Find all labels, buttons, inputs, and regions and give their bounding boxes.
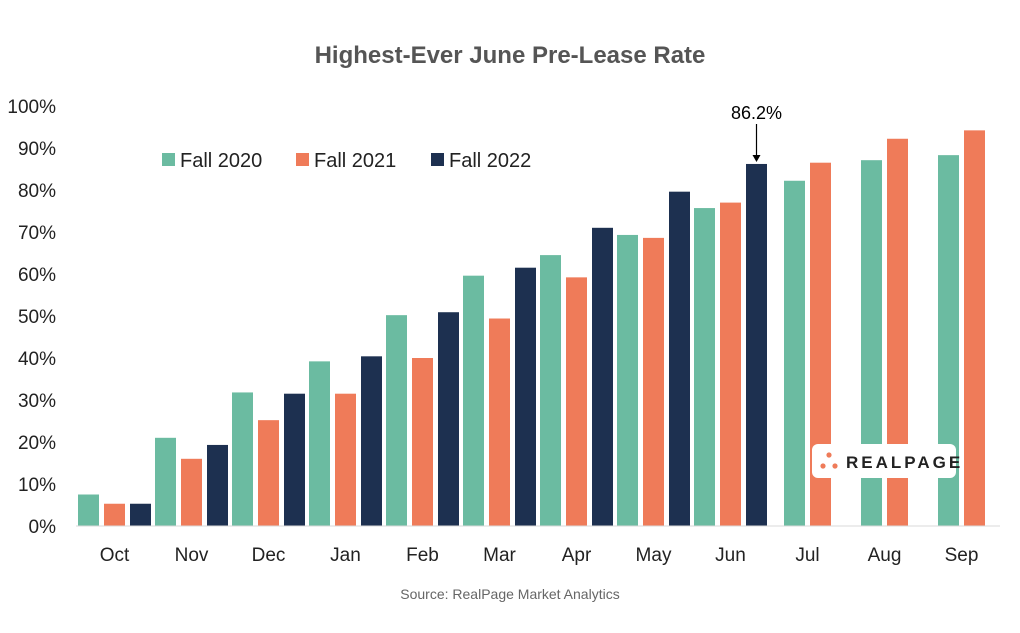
- bar: [361, 356, 382, 526]
- logo-dot: [832, 463, 838, 469]
- bar: [463, 275, 484, 526]
- logo-dot: [820, 463, 826, 469]
- bar: [130, 503, 151, 526]
- x-tick-label: Mar: [483, 545, 516, 566]
- bar: [309, 361, 330, 526]
- bar: [592, 227, 613, 527]
- legend-swatch: [431, 153, 444, 166]
- legend-swatch: [162, 153, 175, 166]
- bar: [694, 208, 715, 526]
- bar: [438, 312, 459, 526]
- y-tick-label: 70%: [18, 223, 56, 244]
- annotation: 86.2%: [731, 103, 782, 162]
- x-tick-label: Feb: [406, 545, 439, 566]
- y-tick-label: 40%: [18, 349, 56, 370]
- annotation-arrow-head: [752, 154, 761, 162]
- chart-title: Highest-Ever June Pre-Lease Rate: [315, 42, 706, 69]
- bar: [669, 191, 690, 526]
- y-tick-label: 50%: [18, 307, 56, 328]
- y-axis: 0% 10% 20% 30% 40% 50% 60% 70% 80% 90% 100%: [7, 97, 56, 538]
- bar: [515, 267, 536, 526]
- x-tick-label: Dec: [252, 545, 286, 566]
- bar: [746, 163, 767, 526]
- x-axis: Oct Nov Dec Jan Feb Mar Apr May Jun Jul Aug Sep: [100, 545, 979, 566]
- x-tick-label: May: [636, 545, 672, 566]
- legend: Fall 2020 Fall 2021 Fall 2022: [162, 150, 531, 172]
- bar: [181, 458, 202, 526]
- bar: [720, 202, 741, 526]
- bar: [643, 237, 664, 526]
- bar: [810, 162, 831, 526]
- bar: [540, 255, 561, 526]
- y-tick-label: 0%: [29, 517, 57, 538]
- bar: [284, 393, 305, 526]
- y-tick-label: 30%: [18, 391, 56, 412]
- bar: [861, 160, 882, 526]
- x-tick-label: Jun: [715, 545, 746, 566]
- x-tick-label: Apr: [562, 545, 592, 566]
- bar: [938, 155, 959, 526]
- y-tick-label: 20%: [18, 433, 56, 454]
- logo-text: REALPAGE: [846, 453, 963, 472]
- x-tick-label: Nov: [175, 545, 209, 566]
- x-tick-label: Sep: [945, 545, 979, 566]
- bar: [386, 315, 407, 526]
- bar: [258, 420, 279, 526]
- logo-box: [812, 444, 956, 478]
- logo-dots-icon: [820, 452, 838, 469]
- bars: [76, 130, 1000, 527]
- x-tick-label: Jul: [795, 545, 819, 566]
- realpage-logo: REALPAGE: [812, 444, 963, 478]
- bar: [412, 358, 433, 526]
- bar: [784, 180, 805, 526]
- y-tick-label: 10%: [18, 475, 56, 496]
- bar: [617, 234, 638, 526]
- y-tick-label: 90%: [18, 139, 56, 160]
- bar: [78, 494, 99, 526]
- bar: [207, 444, 228, 526]
- y-tick-label: 60%: [18, 265, 56, 286]
- x-tick-label: Aug: [868, 545, 902, 566]
- annotation-label: 86.2%: [731, 103, 782, 123]
- legend-label: Fall 2022: [449, 150, 531, 172]
- legend-swatch: [296, 153, 309, 166]
- source-note: Source: RealPage Market Analytics: [400, 586, 619, 602]
- legend-label: Fall 2021: [314, 150, 396, 172]
- bar: [566, 277, 587, 526]
- bar: [155, 437, 176, 526]
- bar: [489, 318, 510, 526]
- y-tick-label: 80%: [18, 181, 56, 202]
- bar: [232, 392, 253, 526]
- x-tick-label: Oct: [100, 545, 130, 566]
- bar: [964, 130, 985, 527]
- bar: [104, 503, 125, 526]
- bar: [887, 138, 908, 526]
- x-tick-label: Jan: [330, 545, 361, 566]
- legend-label: Fall 2020: [180, 150, 262, 172]
- bar: [335, 393, 356, 526]
- y-tick-label: 100%: [7, 97, 56, 118]
- logo-dot: [826, 452, 832, 458]
